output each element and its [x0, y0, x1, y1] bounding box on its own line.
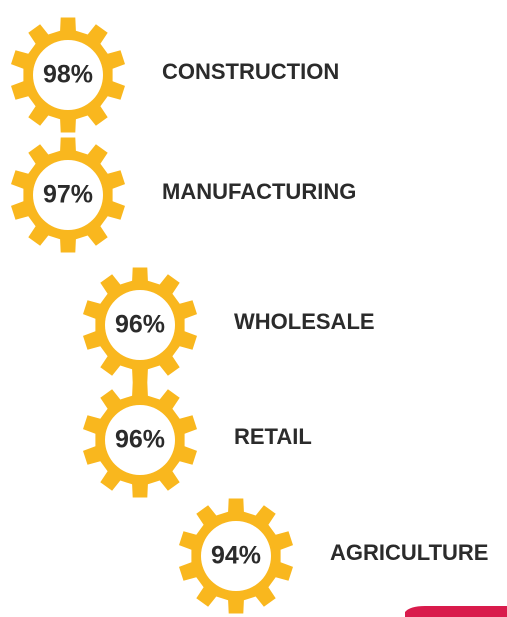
gear-hole	[105, 405, 175, 475]
gear-hole	[33, 40, 103, 110]
value-label: 96%	[115, 311, 165, 339]
gear-hole	[201, 521, 271, 591]
category-label: AGRICULTURE	[330, 540, 488, 565]
value-label: 96%	[115, 426, 165, 454]
category-label: CONSTRUCTION	[162, 59, 339, 84]
gear-hole	[105, 290, 175, 360]
value-label: 98%	[43, 61, 93, 89]
value-label: 97%	[43, 181, 93, 209]
value-label: 94%	[211, 542, 261, 570]
category-label: RETAIL	[234, 424, 312, 449]
gear-hole	[33, 160, 103, 230]
corner-decoration	[405, 606, 507, 617]
category-label: WHOLESALE	[234, 309, 375, 334]
category-label: MANUFACTURING	[162, 179, 356, 204]
